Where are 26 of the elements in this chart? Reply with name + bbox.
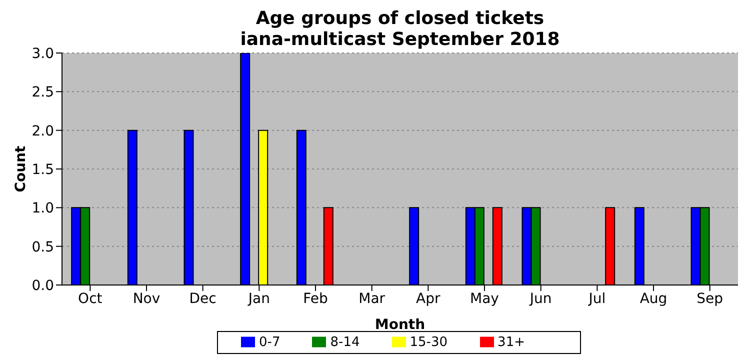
- x-axis-title: Month: [374, 317, 426, 333]
- x-tick-label: Jun: [528, 290, 552, 307]
- y-tick-label: 3.0: [32, 46, 54, 62]
- y-tick-label: 1.0: [32, 200, 54, 217]
- x-tick-label: May: [470, 290, 499, 307]
- x-tick-label: Feb: [303, 290, 328, 307]
- x-tick-label: Jul: [588, 290, 606, 307]
- chart-title: Age groups of closed tickets iana-multicast September 2018: [239, 8, 561, 50]
- x-tick-label: Aug: [640, 290, 668, 307]
- y-tick-label: 2.5: [32, 84, 54, 101]
- legend-label: 0-7: [259, 335, 280, 350]
- legend-label: 8-14: [330, 335, 360, 350]
- x-tick-label: Jan: [247, 290, 270, 307]
- y-tick-label: 0.0: [32, 278, 54, 294]
- x-tick-label: Nov: [132, 290, 160, 307]
- legend-label: 15-30: [410, 335, 448, 350]
- x-tick-label: Sep: [696, 290, 724, 307]
- x-tick-label: Oct: [78, 290, 103, 307]
- x-tick-label: Dec: [189, 290, 216, 307]
- x-tick-label: Apr: [416, 290, 441, 307]
- y-tick-label: 0.5: [32, 239, 54, 256]
- x-tick-label: Mar: [358, 290, 386, 307]
- y-tick-label: 2.0: [32, 123, 54, 140]
- y-axis-title: Count: [12, 145, 29, 192]
- y-tick-label: 1.5: [32, 162, 54, 178]
- legend-label: 31+: [498, 335, 525, 350]
